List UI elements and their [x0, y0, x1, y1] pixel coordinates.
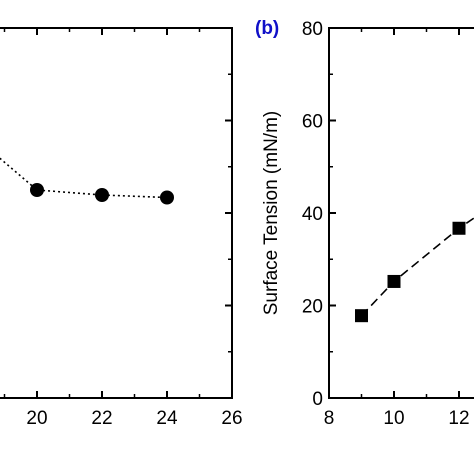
panel-b-y-ticks: 0 20 40 60 80	[302, 19, 336, 410]
panel-a-data-point	[160, 190, 174, 205]
panel-b-y-tick-label: 80	[302, 19, 323, 40]
panel-a-series-line	[0, 157, 168, 199]
panel-a-x-tick-label: 22	[91, 408, 112, 429]
panel-a-data-point	[95, 188, 109, 202]
panel-a-x-ticks: 1820222426	[3, 28, 243, 429]
panel-a-data-point	[30, 183, 44, 197]
panel-b-x-ticks: 8 10 12	[324, 28, 470, 429]
panel-b-series-line	[360, 217, 474, 317]
panel-b-frame	[328, 27, 474, 399]
panel-b-x-tick-label: 12	[448, 408, 469, 429]
panel-b-y-tick-label: 20	[302, 297, 323, 318]
panel-b-y-tick-label: 40	[302, 204, 323, 225]
panel-b-x-tick-label: 10	[383, 408, 404, 429]
panel-b-series	[355, 217, 474, 323]
panel-a-x-tick-label: 26	[221, 408, 242, 429]
panel-b-data-point	[452, 221, 466, 235]
panel-b-y-axis-title: Surface Tension (mN/m)	[261, 111, 282, 316]
panel-a-x-tick-label: 20	[26, 408, 47, 429]
panel-a-series	[0, 157, 174, 205]
panel-b-y-tick-label: 60	[302, 112, 323, 133]
panel-b-label: (b)	[255, 18, 279, 39]
panel-b-x-tick-label: 8	[324, 408, 335, 429]
panel-b-y-tick-label: 0	[312, 389, 323, 410]
panel-a-frame	[0, 27, 233, 399]
panel-b-data-point	[355, 309, 368, 323]
panel-a: 1820222426	[0, 27, 243, 429]
panel-b-data-point	[387, 274, 401, 288]
panel-a-x-tick-label: 24	[156, 408, 178, 429]
panel-b: (b) Surface Tension (mN/m) 8 10 12 0 20 40 60…	[255, 18, 474, 429]
panel-a-y-ticks	[225, 27, 232, 399]
